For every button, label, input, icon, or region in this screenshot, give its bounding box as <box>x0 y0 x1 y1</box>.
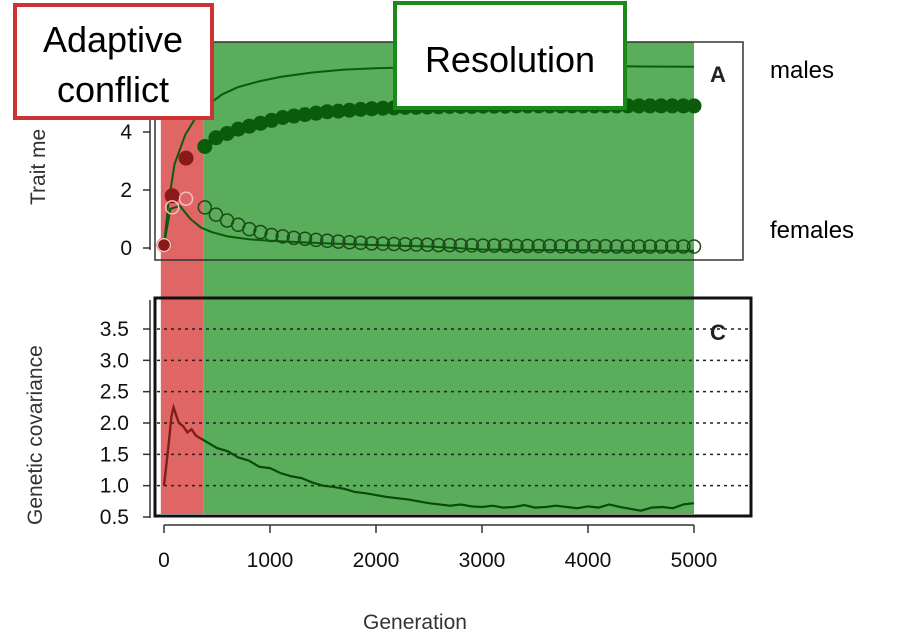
covariance-conflict-segment <box>162 403 202 486</box>
x-tick-label: 3000 <box>459 549 506 572</box>
females-point <box>598 239 613 254</box>
females-point <box>620 239 635 254</box>
females-point <box>587 239 602 254</box>
x-tick-label: 5000 <box>671 549 718 572</box>
panel-a-ytick-label: 0 <box>120 237 132 260</box>
females-point <box>442 237 457 253</box>
females-point <box>509 238 524 254</box>
females-point <box>242 221 257 237</box>
females-label: females <box>770 217 854 244</box>
panel-c-ytick-label: 3.5 <box>100 318 129 341</box>
panel-a-ytick-label: 4 <box>120 121 132 144</box>
females-point <box>653 239 669 254</box>
females-point <box>319 233 335 248</box>
males-label: males <box>770 57 834 84</box>
adaptive-conflict-box: Adaptive conflict <box>13 3 214 120</box>
panel-c-ytick-label: 0.5 <box>100 506 129 529</box>
males-point <box>197 139 213 154</box>
panel-c-frame <box>153 296 753 518</box>
x-tick-label: 4000 <box>565 549 612 572</box>
females-point <box>575 239 591 254</box>
females-point <box>642 239 658 254</box>
females-point <box>453 238 469 253</box>
adaptive-conflict-line2: conflict <box>57 69 169 110</box>
females-point <box>275 229 290 244</box>
panel-letter-a: A <box>710 62 726 87</box>
females-point <box>498 238 513 253</box>
females-point <box>631 239 647 254</box>
females-point <box>331 234 346 249</box>
females-point <box>420 237 435 253</box>
females-point <box>197 200 213 215</box>
males-point <box>178 150 194 166</box>
females-point <box>665 239 680 254</box>
females-point <box>308 232 324 248</box>
females-point <box>178 191 194 206</box>
panel-letter-c: C <box>710 320 726 345</box>
females-point <box>553 239 569 254</box>
panel-c-ylabel: Genetic covariance <box>24 345 47 525</box>
males-point <box>164 188 180 204</box>
females-point <box>386 236 402 252</box>
females-point <box>475 238 491 253</box>
females-point <box>520 238 535 254</box>
resolution-label: Resolution <box>425 39 595 80</box>
panel-a-ylabel: Trait me <box>27 129 50 205</box>
females-point <box>164 200 180 215</box>
x-tick-label: 0 <box>158 549 170 572</box>
females-point <box>609 239 624 254</box>
females-point <box>364 236 380 251</box>
resolution-box: Resolution <box>393 1 627 110</box>
females-point <box>542 238 558 254</box>
panel-c-ytick-label: 1.5 <box>100 443 129 466</box>
females-point <box>397 236 413 252</box>
females-point <box>208 207 224 222</box>
x-tick-label: 1000 <box>247 549 294 572</box>
females-point <box>342 234 357 250</box>
females-point <box>486 238 502 253</box>
females-point <box>464 238 480 253</box>
females-point <box>264 227 279 243</box>
females-point <box>564 239 580 254</box>
adaptive-conflict-line1: Adaptive <box>43 19 183 60</box>
females-point <box>375 236 391 251</box>
females-point <box>676 239 691 254</box>
panel-a-ytick-label: 2 <box>120 179 132 202</box>
x-axis-title: Generation <box>363 611 467 634</box>
females-point <box>297 231 313 246</box>
females-point <box>409 237 424 252</box>
females-point <box>156 237 172 253</box>
panel-c-ytick-label: 2.0 <box>100 412 129 435</box>
males-point <box>686 98 702 114</box>
females-point <box>286 230 302 246</box>
panel-c-ytick-label: 2.5 <box>100 381 129 404</box>
females-point <box>253 224 268 240</box>
females-point <box>353 235 368 251</box>
females-point <box>431 237 446 253</box>
x-tick-label: 2000 <box>353 549 400 572</box>
females-point <box>686 239 702 254</box>
females-point <box>531 238 546 254</box>
panel-c-ytick-label: 1.0 <box>100 475 129 498</box>
panel-c-ytick-label: 3.0 <box>100 349 129 372</box>
